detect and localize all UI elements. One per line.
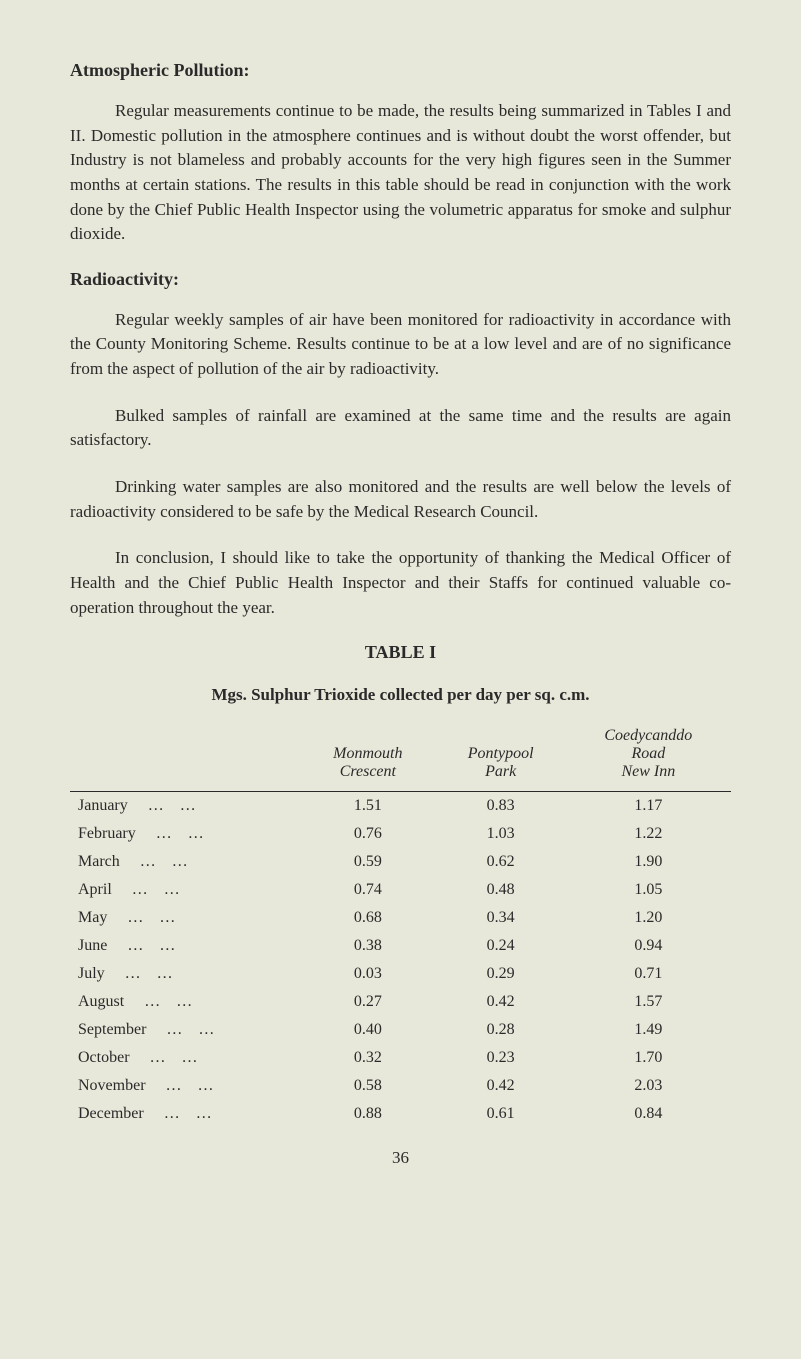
row-label: July… … bbox=[70, 960, 300, 988]
table-cell: 0.94 bbox=[566, 932, 731, 960]
table-cell: 1.51 bbox=[300, 792, 436, 821]
table-row: August… … 0.27 0.42 1.57 bbox=[70, 988, 731, 1016]
table-cell: 0.71 bbox=[566, 960, 731, 988]
table-row: March… … 0.59 0.62 1.90 bbox=[70, 848, 731, 876]
table-cell: 0.88 bbox=[300, 1100, 436, 1128]
table-cell: 2.03 bbox=[566, 1072, 731, 1100]
row-label: October… … bbox=[70, 1044, 300, 1072]
table-cell: 0.27 bbox=[300, 988, 436, 1016]
table-cell: 0.32 bbox=[300, 1044, 436, 1072]
table-cell: 0.74 bbox=[300, 876, 436, 904]
paragraph: Regular weekly samples of air have been … bbox=[70, 308, 731, 382]
table-header-col-2: Pontypool Park bbox=[436, 723, 566, 792]
row-label: March… … bbox=[70, 848, 300, 876]
table-header-empty bbox=[70, 723, 300, 792]
table-cell: 1.03 bbox=[436, 820, 566, 848]
table-cell: 0.28 bbox=[436, 1016, 566, 1044]
table-cell: 0.68 bbox=[300, 904, 436, 932]
row-label: August… … bbox=[70, 988, 300, 1016]
section-2: Radioactivity: Regular weekly samples of… bbox=[70, 269, 731, 620]
table-cell: 1.57 bbox=[566, 988, 731, 1016]
table-cell: 0.42 bbox=[436, 1072, 566, 1100]
table-row: April… … 0.74 0.48 1.05 bbox=[70, 876, 731, 904]
row-label: April… … bbox=[70, 876, 300, 904]
row-label: November… … bbox=[70, 1072, 300, 1100]
table-cell: 0.84 bbox=[566, 1100, 731, 1128]
table-row: July… … 0.03 0.29 0.71 bbox=[70, 960, 731, 988]
table-cell: 1.70 bbox=[566, 1044, 731, 1072]
row-label: June… … bbox=[70, 932, 300, 960]
row-label: February… … bbox=[70, 820, 300, 848]
table-row: October… … 0.32 0.23 1.70 bbox=[70, 1044, 731, 1072]
table-row: September… … 0.40 0.28 1.49 bbox=[70, 1016, 731, 1044]
table-row: May… … 0.68 0.34 1.20 bbox=[70, 904, 731, 932]
data-table: Monmouth Crescent Pontypool Park Coedyca… bbox=[70, 723, 731, 1128]
table-number-heading: TABLE I bbox=[70, 642, 731, 663]
table-cell: 1.49 bbox=[566, 1016, 731, 1044]
table-cell: 0.58 bbox=[300, 1072, 436, 1100]
table-cell: 0.40 bbox=[300, 1016, 436, 1044]
table-cell: 1.20 bbox=[566, 904, 731, 932]
section-heading-radioactivity: Radioactivity: bbox=[70, 269, 731, 290]
table-cell: 1.22 bbox=[566, 820, 731, 848]
table-header-col-1: Monmouth Crescent bbox=[300, 723, 436, 792]
table-row: February… … 0.76 1.03 1.22 bbox=[70, 820, 731, 848]
table-cell: 0.83 bbox=[436, 792, 566, 821]
table-cell: 0.76 bbox=[300, 820, 436, 848]
table-cell: 0.03 bbox=[300, 960, 436, 988]
table-cell: 0.62 bbox=[436, 848, 566, 876]
table-row: December… … 0.88 0.61 0.84 bbox=[70, 1100, 731, 1128]
table-cell: 0.42 bbox=[436, 988, 566, 1016]
table-cell: 1.90 bbox=[566, 848, 731, 876]
table-cell: 0.38 bbox=[300, 932, 436, 960]
row-label: September… … bbox=[70, 1016, 300, 1044]
table-cell: 1.17 bbox=[566, 792, 731, 821]
table-cell: 0.61 bbox=[436, 1100, 566, 1128]
table-cell: 0.24 bbox=[436, 932, 566, 960]
table-title: Mgs. Sulphur Trioxide collected per day … bbox=[70, 685, 731, 705]
table-row: November… … 0.58 0.42 2.03 bbox=[70, 1072, 731, 1100]
section-1: Atmospheric Pollution: Regular measureme… bbox=[70, 60, 731, 247]
table-header-col-3: Coedycanddo Road New Inn bbox=[566, 723, 731, 792]
row-label: May… … bbox=[70, 904, 300, 932]
table-cell: 0.59 bbox=[300, 848, 436, 876]
table-row: January… … 1.51 0.83 1.17 bbox=[70, 792, 731, 821]
paragraph: Bulked samples of rainfall are examined … bbox=[70, 404, 731, 453]
row-label: December… … bbox=[70, 1100, 300, 1128]
page-number: 36 bbox=[70, 1148, 731, 1168]
paragraph: Regular measurements continue to be made… bbox=[70, 99, 731, 247]
table-row: June… … 0.38 0.24 0.94 bbox=[70, 932, 731, 960]
row-label: January… … bbox=[70, 792, 300, 821]
table-cell: 0.34 bbox=[436, 904, 566, 932]
paragraph: In conclusion, I should like to take the… bbox=[70, 546, 731, 620]
table-cell: 1.05 bbox=[566, 876, 731, 904]
table-cell: 0.23 bbox=[436, 1044, 566, 1072]
paragraph: Drinking water samples are also monitore… bbox=[70, 475, 731, 524]
table-cell: 0.29 bbox=[436, 960, 566, 988]
table-body: January… … 1.51 0.83 1.17 February… … 0.… bbox=[70, 792, 731, 1129]
table-cell: 0.48 bbox=[436, 876, 566, 904]
section-heading-atmospheric: Atmospheric Pollution: bbox=[70, 60, 731, 81]
